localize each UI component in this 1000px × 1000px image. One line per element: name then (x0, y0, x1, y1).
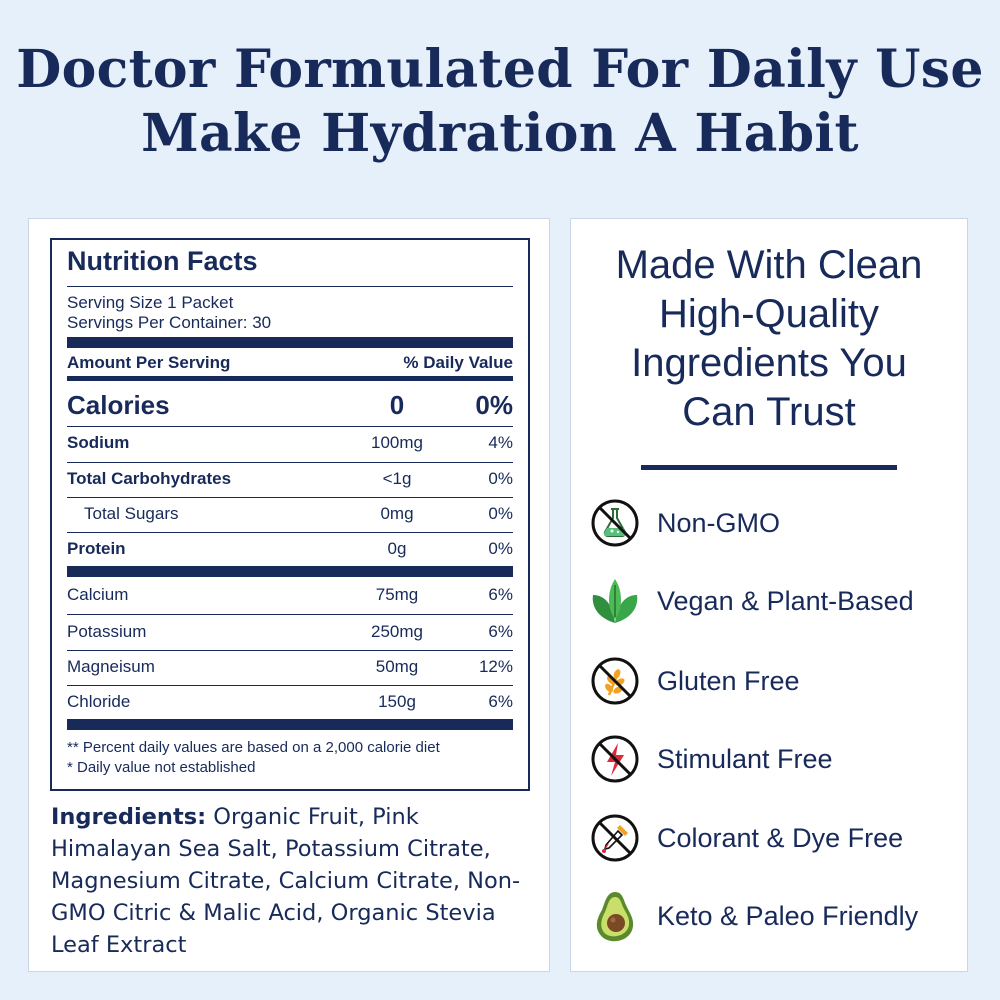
nutrition-facts-title: Nutrition Facts (67, 246, 258, 276)
title-line: High-Quality (658, 292, 880, 336)
nutrient-name: Protein (67, 539, 126, 558)
nutrient-name: Sodium (67, 433, 130, 452)
divider-thick (67, 337, 513, 348)
avocado-icon (596, 892, 634, 942)
nutrient-amount: 75mg (375, 585, 419, 604)
ingredients-list: Organic Fruit, Pink Himalayan Sea Salt, … (51, 804, 521, 958)
nutrient-dv: 0% (488, 539, 513, 558)
divider (67, 497, 513, 498)
feature-label: Non-GMO (657, 508, 781, 538)
nutrient-name: Magneisum (67, 657, 155, 676)
nutrient-amount: 0mg (380, 504, 414, 523)
divider (67, 532, 513, 533)
title-line: Can Trust (682, 390, 856, 434)
no-dropper-icon (591, 814, 639, 862)
feature-stimulant-free: Stimulant Free (587, 731, 957, 787)
calories-label: Calories (67, 390, 170, 420)
feature-dye-free: Colorant & Dye Free (587, 810, 957, 866)
servings-per-container: Servings Per Container: 30 (67, 313, 272, 332)
feature-vegan: Vegan & Plant-Based (587, 573, 957, 629)
feature-label: Keto & Paleo Friendly (657, 901, 919, 931)
title-line: Made With Clean (615, 243, 923, 287)
title-line: Ingredients You (631, 341, 907, 385)
headline: Doctor Formulated For Daily Use Make Hyd… (0, 38, 1000, 166)
feature-label: Gluten Free (657, 666, 800, 696)
divider-medium (67, 376, 513, 381)
nutrient-name: Potassium (67, 622, 147, 641)
serving-size: Serving Size 1 Packet (67, 293, 234, 312)
nutrient-name: Chloride (67, 692, 131, 711)
nutrient-amount: 50mg (375, 657, 419, 676)
feature-non-gmo: Non-GMO (587, 495, 957, 551)
feature-label: Colorant & Dye Free (657, 823, 904, 853)
nutrient-amount: 250mg (371, 622, 423, 641)
feature-keto-paleo: Keto & Paleo Friendly (587, 888, 957, 944)
calories-row: Calories 0 0% (67, 390, 513, 424)
clean-ingredients-title: Made With Clean High-Quality Ingredients… (571, 241, 967, 437)
footnote-daily-values: ** Percent daily values are based on a 2… (67, 739, 440, 756)
nutrient-dv: 4% (488, 433, 513, 452)
calories-dv: 0% (475, 390, 513, 420)
nutrient-amount: <1g (382, 469, 412, 488)
divider (67, 286, 513, 287)
no-gmo-flask-icon (591, 499, 639, 547)
nutrient-dv: 0% (488, 504, 513, 523)
divider (67, 614, 513, 615)
nutrient-amount: 100mg (371, 433, 423, 452)
calories-amount: 0 (389, 390, 405, 420)
nutrient-amount: 150g (378, 692, 416, 711)
feature-gluten-free: Gluten Free (587, 653, 957, 709)
ingredients-text: Ingredients: Organic Fruit, Pink Himalay… (51, 801, 541, 961)
nutrient-dv: 6% (488, 585, 513, 604)
feature-label: Vegan & Plant-Based (657, 586, 914, 616)
footnote-not-established: * Daily value not established (67, 759, 256, 776)
nutrient-dv: 6% (488, 692, 513, 711)
no-lightning-icon (591, 735, 639, 783)
amount-per-serving-header: Amount Per Serving (67, 353, 231, 372)
divider (67, 426, 513, 427)
divider (67, 685, 513, 686)
nutrient-dv: 6% (488, 622, 513, 641)
no-wheat-icon (591, 657, 639, 705)
divider-thick (67, 566, 513, 577)
nutrient-dv: 0% (488, 469, 513, 488)
nutrient-name: Total Sugars (84, 504, 179, 523)
title-divider (641, 465, 897, 470)
leaves-icon (592, 579, 638, 623)
headline-line-2: Make Hydration A Habit (141, 103, 859, 164)
headline-line-1: Doctor Formulated For Daily Use (16, 39, 984, 100)
divider (67, 462, 513, 463)
nutrition-card: Nutrition Facts Serving Size 1 Packet Se… (28, 218, 550, 972)
divider-thick (67, 719, 513, 730)
nutrient-name: Calcium (67, 585, 129, 604)
nutrient-name: Total Carbohydrates (67, 469, 232, 488)
nutrient-amount: 0g (387, 539, 407, 558)
nutrition-facts-label: Nutrition Facts Serving Size 1 Packet Se… (50, 238, 530, 791)
divider (67, 650, 513, 651)
feature-label: Stimulant Free (657, 744, 833, 774)
clean-ingredients-card: Made With Clean High-Quality Ingredients… (570, 218, 968, 972)
ingredients-label: Ingredients: (51, 804, 207, 830)
nutrient-dv: 12% (478, 657, 513, 676)
daily-value-header: % Daily Value (403, 353, 513, 372)
